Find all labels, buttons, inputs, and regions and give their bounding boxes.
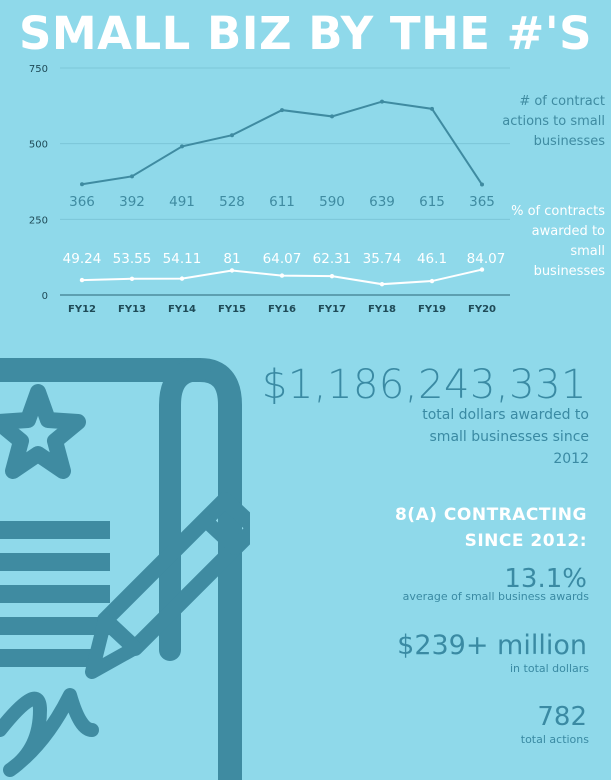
- x-tick-label: FY13: [118, 304, 146, 315]
- data-label: 49.24: [63, 251, 102, 267]
- data-label: 54.11: [163, 251, 202, 267]
- contract-document-pen-icon: [0, 358, 250, 780]
- data-label: 46.1: [417, 251, 447, 267]
- stat-average-percent: 13.1%: [504, 564, 587, 594]
- data-point: [229, 268, 235, 273]
- y-tick-label: 250: [29, 215, 48, 226]
- total-dollars-amount: $1,186,243,331: [261, 362, 587, 408]
- legend-secondary-series: % of contracts awarded to small business…: [511, 204, 605, 279]
- data-label: 62.31: [313, 251, 352, 267]
- y-tick-label: 750: [29, 64, 48, 75]
- stat-total-dollars-caption: in total dollars: [510, 662, 589, 675]
- data-labels: 366 392 491 528 611 590 639 615 365 49.24 53.55 54.…: [63, 194, 506, 267]
- data-point: [480, 182, 484, 187]
- x-axis-ticks: FY12 FY13 FY14 FY15 FY16 FY17 FY18 FY19 FY20: [68, 304, 496, 315]
- data-point: [129, 276, 135, 281]
- y-axis-ticks: 0 250 500 750: [29, 64, 48, 302]
- y-tick-label: 500: [29, 140, 48, 151]
- data-label: 84.07: [467, 251, 506, 267]
- data-point: [329, 273, 335, 279]
- section-heading-8a: 8(A) CONTRACTING SINCE 2012:: [394, 505, 587, 551]
- data-point: [379, 281, 385, 287]
- x-tick-label: FY19: [418, 304, 446, 315]
- data-point: [80, 182, 84, 187]
- data-point: [130, 174, 134, 179]
- data-point: [230, 133, 234, 138]
- data-label: 53.55: [113, 251, 152, 267]
- data-point: [280, 108, 284, 113]
- total-dollars-caption: total dollars awarded to small businesse…: [422, 407, 589, 467]
- data-label: 639: [369, 194, 395, 210]
- stat-total-dollars: $239+ million: [397, 630, 587, 661]
- data-label: 491: [169, 194, 195, 210]
- data-point: [380, 99, 384, 104]
- data-point: [180, 144, 184, 149]
- infographic-title: SMALL BIZ BY THE #'S: [18, 7, 593, 60]
- data-label: 365: [469, 194, 495, 210]
- stat-total-actions-caption: total actions: [520, 733, 589, 746]
- legend-primary-series: # of contract actions to small businesse…: [502, 94, 605, 149]
- data-point: [479, 267, 485, 272]
- data-point: [429, 278, 435, 284]
- data-point: [179, 276, 185, 281]
- data-label: 528: [219, 194, 245, 210]
- data-label: 392: [119, 194, 145, 210]
- x-tick-label: FY18: [368, 304, 396, 315]
- data-label: 615: [419, 194, 445, 210]
- y-tick-label: 0: [42, 291, 48, 302]
- x-tick-label: FY17: [318, 304, 346, 315]
- data-point: [79, 277, 85, 283]
- chart-series: [79, 99, 485, 287]
- stat-average-caption: average of small business awards: [402, 590, 589, 603]
- data-point: [279, 273, 285, 278]
- data-point: [430, 106, 434, 111]
- data-label: 64.07: [263, 251, 302, 267]
- data-label: 590: [319, 194, 345, 210]
- x-tick-label: FY20: [468, 304, 496, 315]
- data-label: 35.74: [363, 251, 402, 267]
- x-tick-label: FY16: [268, 304, 296, 315]
- data-label: 366: [69, 194, 95, 210]
- data-point: [330, 114, 334, 119]
- x-tick-label: FY12: [68, 304, 96, 315]
- x-tick-label: FY14: [168, 304, 196, 315]
- series-line: [81, 100, 483, 186]
- stat-total-actions: 782: [537, 702, 587, 732]
- data-label: 611: [269, 194, 295, 210]
- data-label: 81: [223, 251, 240, 267]
- x-tick-label: FY15: [218, 304, 246, 315]
- chart-grid: [60, 67, 510, 296]
